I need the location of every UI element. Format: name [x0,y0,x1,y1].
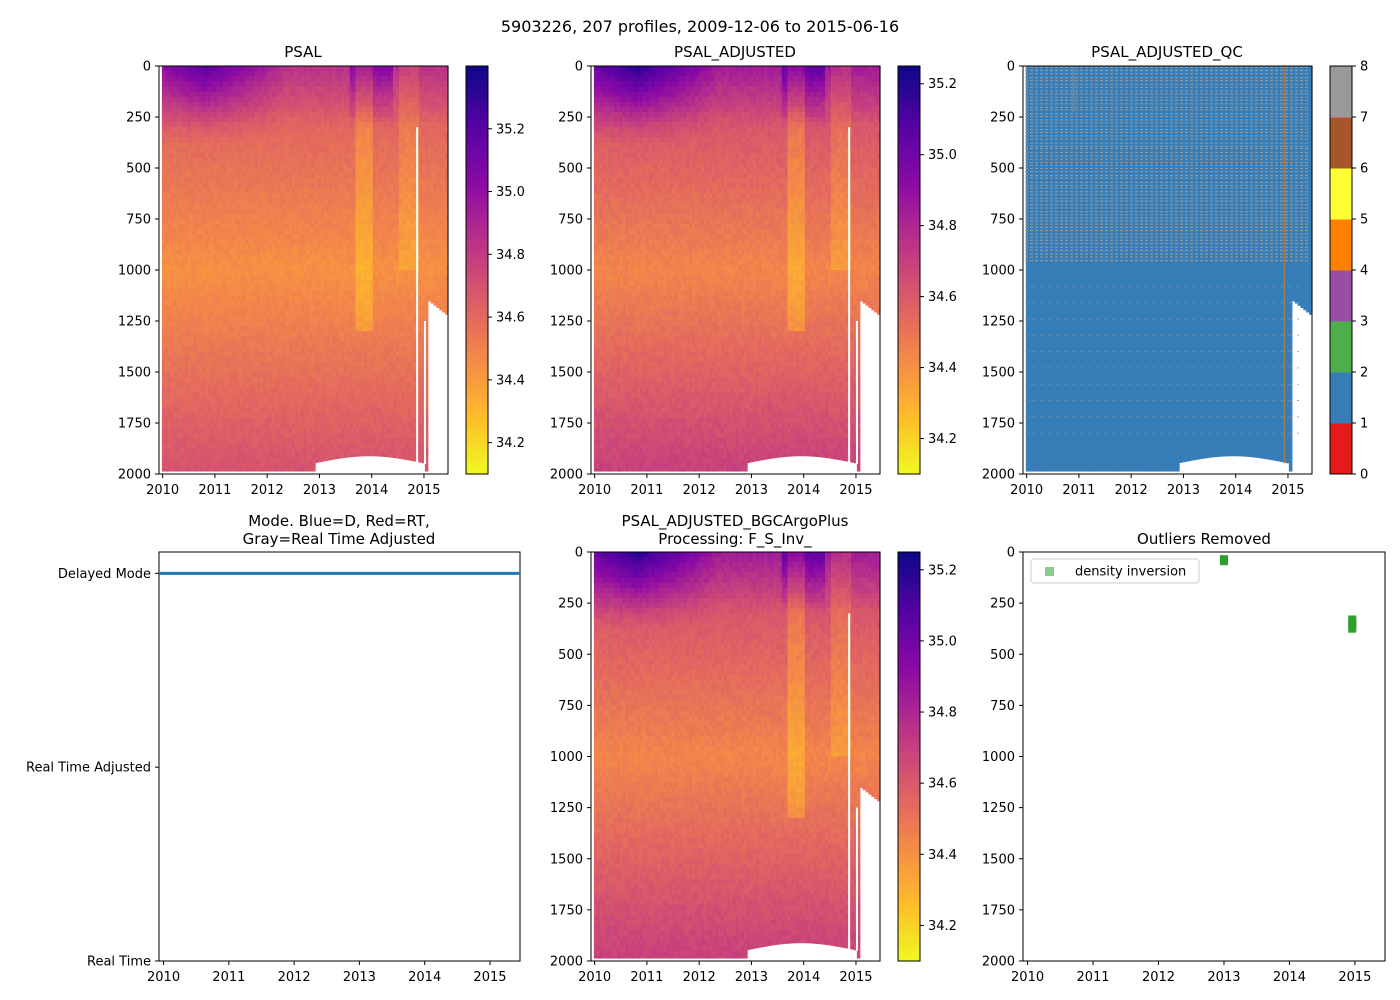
figure: 5903226, 207 profiles, 2009-12-06 to 201… [0,0,1400,1000]
figure-title: 5903226, 207 profiles, 2009-12-06 to 201… [501,17,899,36]
panel-psal: PSAL 2010 2011 2012 2013 2014 201502505007501… [118,43,525,498]
heatmap-cells [162,66,449,472]
panel-title: PSAL [284,43,322,61]
heatmap-area: 2010 2011 2012 2013 2014 20150250500750100012… [118,60,449,499]
